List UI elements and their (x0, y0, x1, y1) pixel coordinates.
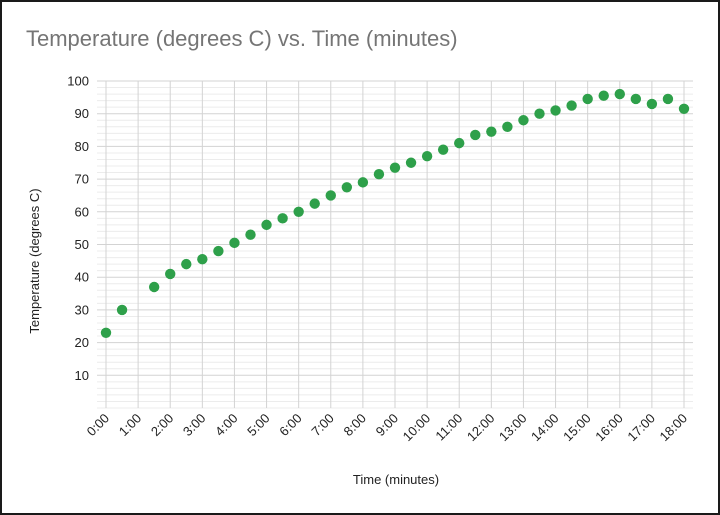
vertical-gridlines (105, 81, 685, 408)
x-tick-label: 18:00 (657, 411, 691, 445)
data-point (518, 115, 529, 126)
data-point (165, 268, 176, 280)
x-tick-label: 5:00 (244, 411, 273, 440)
data-point (421, 151, 433, 162)
x-tick-label: 16:00 (592, 411, 626, 445)
x-axis-title: Time (minutes) (353, 472, 439, 487)
data-point (197, 254, 208, 265)
x-tick-label: 3:00 (180, 411, 209, 440)
data-point (486, 126, 497, 137)
x-tick-label: 4:00 (212, 411, 241, 440)
y-tick-label: 70 (75, 172, 89, 187)
y-axis-title: Temperature (degrees C) (27, 188, 42, 333)
data-point (454, 137, 465, 149)
x-tick-label: 10:00 (400, 411, 434, 445)
x-tick-label: 11:00 (432, 411, 465, 444)
x-tick-label: 8:00 (341, 411, 370, 440)
data-point (357, 177, 369, 188)
data-point (245, 229, 256, 240)
x-tick-label: 9:00 (373, 411, 402, 440)
data-point (148, 281, 160, 293)
data-point (373, 168, 385, 180)
data-point (325, 190, 336, 201)
x-tick-label: 12:00 (464, 411, 498, 445)
y-axis-ticks: 10 20 30 40 50 60 70 80 90 100 (67, 74, 89, 383)
data-point (293, 206, 304, 217)
x-tick-label: 6:00 (276, 411, 305, 440)
data-point (229, 237, 240, 249)
data-point (309, 198, 320, 209)
data-point (470, 129, 481, 141)
y-tick-label: 100 (67, 74, 89, 89)
data-point (534, 108, 545, 119)
data-point (213, 245, 224, 257)
x-tick-label: 7:00 (308, 411, 337, 440)
data-points (100, 88, 690, 338)
data-point (662, 93, 674, 105)
x-tick-label: 1:00 (116, 411, 145, 440)
x-tick-label: 0:00 (84, 411, 113, 440)
data-point (630, 93, 642, 105)
y-tick-label: 10 (75, 368, 89, 383)
y-tick-label: 60 (75, 204, 89, 219)
data-point (261, 219, 272, 231)
y-tick-label: 30 (75, 302, 89, 317)
data-point (598, 90, 609, 101)
x-axis-ticks: 0:00 1:00 2:00 3:00 4:00 5:00 6:00 7:00 8:00 9:00… (84, 411, 691, 445)
x-tick-label: 2:00 (148, 411, 177, 440)
y-tick-label: 40 (75, 270, 89, 285)
data-point (437, 144, 449, 155)
data-point (277, 213, 288, 224)
data-point (566, 100, 577, 111)
x-tick-label: 13:00 (496, 411, 530, 445)
x-tick-label: 15:00 (560, 411, 594, 445)
data-point (502, 121, 513, 132)
y-tick-label: 50 (75, 237, 89, 252)
y-tick-label: 90 (75, 106, 89, 121)
data-point (405, 157, 417, 168)
data-point (100, 327, 112, 338)
x-tick-label: 14:00 (528, 411, 562, 445)
data-point (341, 182, 353, 193)
data-point (678, 103, 690, 114)
data-point (389, 162, 401, 173)
chart-title: Temperature (degrees C) vs. Time (minute… (26, 26, 458, 51)
data-point (181, 258, 192, 270)
y-tick-label: 20 (75, 335, 89, 350)
data-point (116, 304, 128, 316)
y-tick-label: 80 (75, 139, 89, 154)
data-point (582, 93, 593, 105)
data-point (646, 98, 658, 110)
data-point (550, 105, 561, 116)
data-point (614, 88, 625, 100)
x-tick-label: 17:00 (624, 411, 658, 445)
